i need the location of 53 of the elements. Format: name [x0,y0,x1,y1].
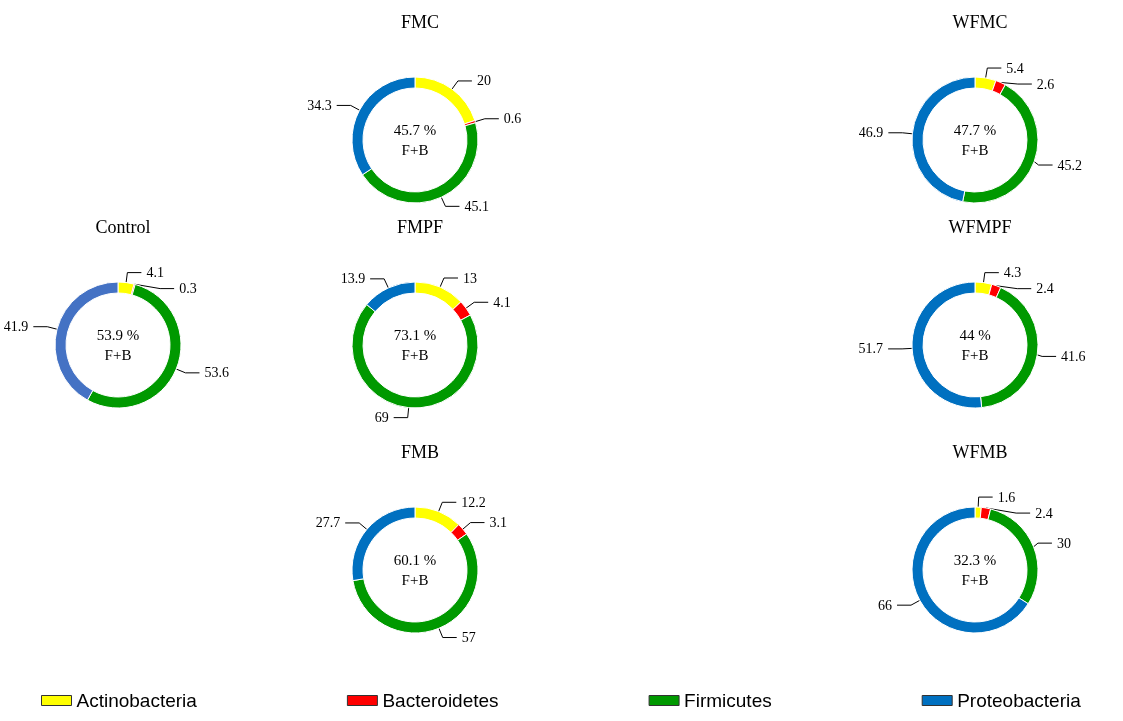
text: F+B [401,572,429,588]
data-label: 46.9 [858,125,884,141]
chart-title: Control [95,217,151,237]
legend-label: Bacteroidetes [382,690,499,711]
data-label: 20 [476,73,491,89]
text: 60.1 % [393,552,437,568]
chart-title: WFMC [952,12,1008,32]
legend-label: Firmicutes [684,690,772,711]
data-label: 3.1 [489,515,508,531]
data-label: 66 [878,597,893,613]
chart-title: FMB [400,442,440,462]
data-label: 2.4 [1036,281,1054,297]
text: 32.3 % [953,552,997,568]
data-label: 5.4 [1006,60,1024,76]
data-label: 13.9 [340,271,366,287]
text: 47.7 % [953,122,997,138]
text: F+B [961,347,989,363]
text: 45.7 % [393,122,437,138]
chart-title: FMPF [396,217,444,237]
data-label: 12.2 [461,494,486,510]
data-label: 41.6 [1061,348,1086,364]
data-label: 2.4 [1035,505,1053,521]
text: 44 % [959,327,991,343]
data-label: 4.3 [1003,265,1022,281]
data-label: 45.2 [1057,157,1083,173]
data-label: 41.9 [3,319,29,335]
text: 53.9 % [96,327,140,343]
data-label: 69 [374,410,389,426]
data-label: 30 [1056,535,1071,551]
chart-title: WFMPF [948,217,1012,237]
legend-label: Actinobacteria [76,690,198,711]
data-label: 0.6 [503,111,522,127]
data-label: 13 [462,270,477,286]
text: 73.1 % [393,327,437,343]
legend-label: Proteobacteria [957,690,1082,711]
text: F+B [104,347,132,363]
chart-title: WFMB [952,442,1008,462]
text: F+B [961,572,989,588]
text: F+B [401,142,429,158]
data-label: 34.3 [307,97,332,113]
data-label: 27.7 [315,515,341,531]
data-label: 4.1 [146,265,164,281]
data-label: 4.1 [493,294,511,310]
data-label: 45.1 [464,198,489,214]
data-label: 57 [461,630,476,646]
data-label: 1.6 [997,489,1016,505]
text: F+B [961,142,989,158]
data-label: 0.3 [179,281,197,297]
text: F+B [401,347,429,363]
data-label: 51.7 [858,341,884,357]
data-label: 53.6 [204,365,229,381]
chart-title: FMC [400,12,440,32]
data-label: 2.6 [1036,76,1055,92]
